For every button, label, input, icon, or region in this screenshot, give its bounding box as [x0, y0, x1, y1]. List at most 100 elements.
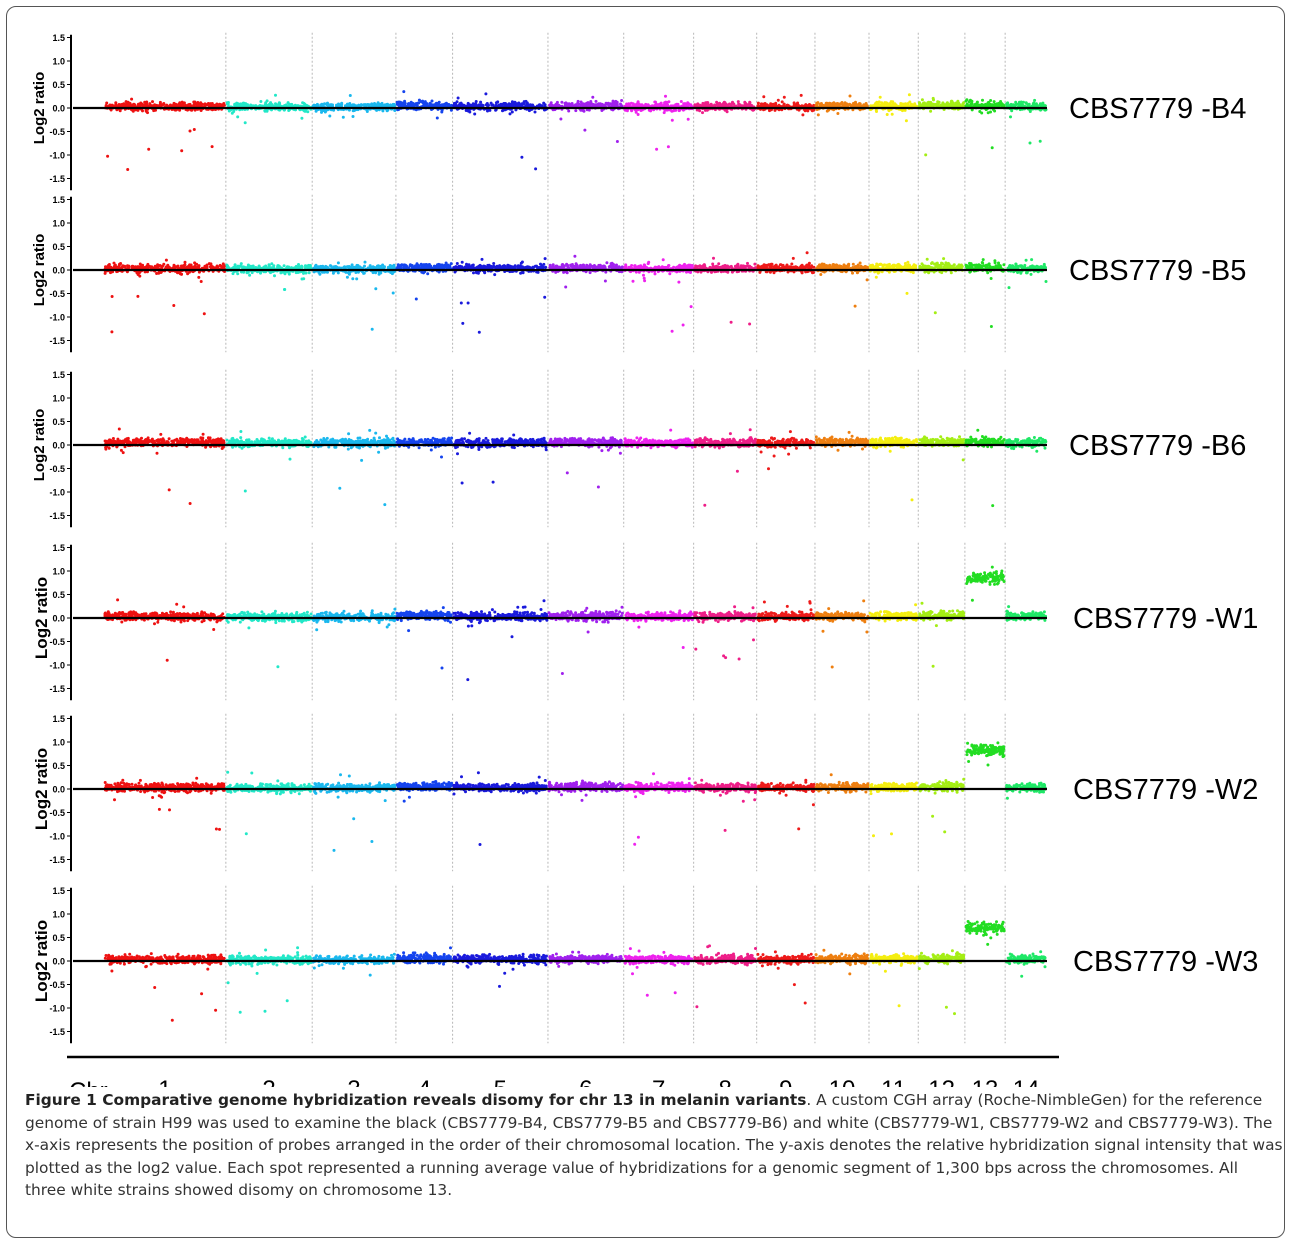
probe-point — [524, 99, 528, 103]
probe-point — [917, 101, 921, 105]
probe-point — [732, 102, 736, 106]
probe-point — [181, 265, 185, 269]
probe-point — [106, 154, 110, 158]
probe-point — [659, 101, 663, 105]
probe-point — [300, 265, 304, 269]
probe-point — [686, 117, 690, 121]
probe-point — [615, 100, 619, 104]
probe-point — [147, 147, 151, 151]
probe-point — [1010, 109, 1014, 113]
probe-point — [336, 261, 340, 265]
probe-point — [429, 264, 433, 268]
probe-point — [494, 108, 498, 112]
probe-point — [555, 265, 559, 269]
probe-point — [884, 101, 888, 105]
probe-point — [455, 262, 459, 265]
probe-point — [203, 264, 207, 268]
probe-point — [484, 92, 488, 96]
probe-point — [188, 129, 192, 133]
probe-point — [410, 264, 414, 268]
probe-point — [267, 265, 271, 269]
probe-point — [277, 101, 281, 105]
probe-point — [519, 271, 523, 275]
probe-point — [685, 264, 689, 268]
probe-point — [588, 103, 592, 107]
probe-point — [992, 100, 996, 104]
probe-point — [929, 109, 933, 113]
probe-point — [421, 99, 425, 103]
probe-point — [890, 112, 894, 116]
probe-point — [801, 113, 805, 117]
probe-point — [105, 101, 109, 105]
probe-point — [531, 266, 535, 270]
probe-point — [604, 101, 608, 105]
probe-point — [190, 265, 193, 269]
probe-point — [164, 258, 168, 262]
probe-point — [729, 320, 733, 324]
probe-point — [927, 104, 931, 108]
probe-point — [471, 102, 475, 106]
probe-point — [520, 102, 524, 106]
probe-point — [511, 104, 515, 107]
probe-point — [219, 265, 223, 269]
probe-point — [475, 265, 479, 269]
probe-point — [932, 98, 935, 102]
probe-point — [776, 98, 780, 102]
probe-point — [474, 100, 478, 103]
probe-point — [195, 102, 199, 106]
probe-point — [153, 104, 157, 107]
probe-point — [997, 101, 1001, 105]
probe-point — [377, 270, 381, 274]
probe-point — [586, 265, 590, 269]
probe-point — [643, 279, 647, 283]
probe-point — [701, 111, 704, 115]
probe-point — [566, 263, 569, 267]
probe-point — [236, 115, 240, 119]
probe-point — [154, 108, 157, 112]
probe-point — [553, 104, 557, 108]
probe-point — [737, 102, 741, 106]
probe-point — [597, 264, 601, 267]
probe-point — [559, 117, 563, 121]
probe-point — [209, 262, 213, 266]
probe-point — [664, 100, 668, 104]
probe-point — [247, 265, 251, 269]
probe-point — [492, 262, 496, 265]
probe-point — [1028, 110, 1032, 113]
probe-point — [356, 264, 360, 267]
probe-point — [374, 287, 378, 291]
probe-point — [352, 109, 356, 112]
probe-point — [664, 94, 667, 98]
probe-point — [924, 153, 928, 157]
probe-point — [782, 95, 786, 99]
probe-point — [617, 265, 621, 269]
probe-point — [689, 305, 693, 309]
probe-point — [965, 98, 969, 102]
probe-point — [643, 264, 647, 267]
probe-point — [631, 279, 635, 283]
probe-point — [562, 270, 566, 274]
probe-point — [110, 295, 114, 298]
probe-point — [886, 104, 890, 107]
probe-point — [579, 108, 583, 112]
probe-point — [230, 111, 234, 115]
probe-point — [609, 102, 613, 106]
probe-point — [444, 261, 448, 265]
probe-point — [250, 271, 254, 275]
probe-point — [461, 321, 465, 325]
probe-point — [468, 110, 472, 114]
probe-point — [717, 262, 721, 266]
probe-point — [676, 104, 679, 108]
probe-point — [414, 297, 418, 301]
probe-point — [114, 103, 118, 107]
probe-point — [588, 271, 592, 275]
probe-point — [605, 261, 609, 265]
probe-point — [933, 103, 936, 107]
probe-point — [780, 100, 784, 104]
probe-point — [158, 100, 162, 104]
probe-point — [417, 98, 421, 102]
probe-point — [508, 112, 512, 116]
probe-point — [542, 262, 546, 266]
probe-point — [424, 265, 427, 269]
probe-point — [482, 264, 486, 268]
